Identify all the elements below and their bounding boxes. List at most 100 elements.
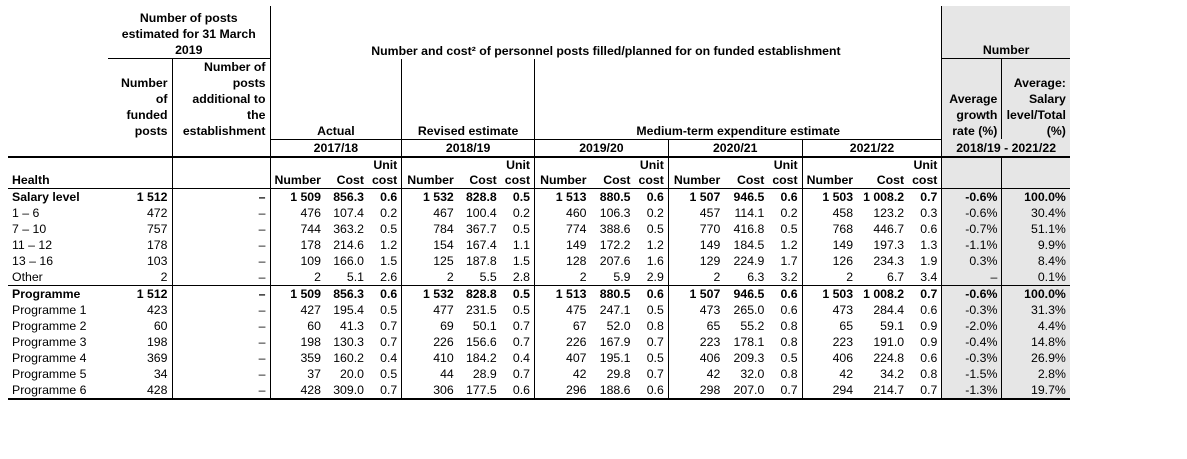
table-cell: 154 [401, 236, 458, 253]
table-cell: -1.1% [941, 236, 1002, 253]
table-cell: 0.6 [367, 187, 402, 205]
table-cell: 298 [667, 381, 725, 400]
table-cell: 416.8 [733, 221, 765, 236]
table-cell: 178 [269, 236, 325, 253]
table-cell: 0.6 [920, 350, 938, 365]
table-cell: 3.4 [920, 269, 938, 284]
period-header: 2018/19 - 2021/22 [941, 139, 1070, 158]
year-2021-22: 2021/22 [801, 139, 942, 158]
col-number: Number [269, 156, 325, 188]
row-label: 1 – 6 [12, 205, 40, 220]
table-cell: 363.2 [333, 221, 364, 236]
table-row: Programme 5 34–37 20.0 0.5 44 28.9 0.7 42 29.8 0.… [8, 365, 1070, 382]
table-cell: -0.6% [941, 284, 1002, 302]
table-cell: – [258, 334, 266, 349]
table-cell: 67 [534, 317, 591, 334]
table-row: 11 – 12 178–178 214.6 1.2 154 167.4 1.1 149 172.… [8, 236, 1070, 253]
table-cell: 1.2 [780, 237, 798, 252]
table-cell: 828.8 [457, 187, 501, 205]
department-label: Health [12, 172, 50, 187]
table-cell: 0.5 [646, 221, 664, 236]
table-cell: 123.2 [873, 205, 905, 220]
table-row: 1 – 6 472–476 107.4 0.2 467 100.4 0.2 460 106.3 0… [8, 204, 1070, 221]
table-cell: 0.6 [768, 284, 803, 302]
table-cell: 0.7 [908, 284, 942, 302]
table-cell: 0.5 [780, 350, 798, 365]
table-cell: 0.7 [367, 381, 402, 400]
table-cell: -0.6% [941, 187, 1002, 205]
table-cell: -2.0% [941, 317, 1002, 334]
table-cell: 296 [534, 381, 591, 400]
col-cost: Cost [336, 172, 364, 187]
table-cell: 187.8 [465, 253, 497, 268]
table-row: Salary level 1 512–1 509 856.3 0.6 1 532 828.… [8, 187, 1070, 205]
row-label: Programme 4 [12, 350, 87, 365]
table-cell: -0.3% [941, 349, 1002, 366]
table-cell: 0.8 [920, 366, 938, 381]
table-cell: 167.9 [599, 334, 631, 349]
table-cell: 149 [667, 236, 725, 253]
table-cell: 309.0 [324, 381, 368, 400]
table-cell: 0.5 [380, 366, 398, 381]
table-cell: 114.1 [734, 205, 765, 220]
col-number: Number [667, 156, 725, 188]
table-cell: 1 512 [108, 284, 173, 302]
table-cell: 1.1 [512, 237, 531, 252]
col-unit-cost: Unit cost [772, 157, 798, 187]
table-cell: 406 [801, 349, 858, 366]
table-cell: 1.9 [920, 253, 938, 268]
number-group-header: Number [941, 6, 1070, 59]
table-cell: 774 [534, 220, 591, 237]
table-cell: 6.3 [747, 269, 765, 284]
table-cell: 149 [801, 236, 858, 253]
posts-estimated-header: Number of posts estimated for 31 March 2… [108, 6, 270, 59]
table-cell: 284.4 [873, 302, 905, 317]
table-cell: 223 [801, 333, 858, 350]
table-cell: 1 509 [269, 187, 325, 205]
table-cell: 423 [108, 301, 173, 318]
table-cell: 0.2 [646, 205, 664, 220]
table-cell: 410 [401, 349, 458, 366]
table-cell: 31.3% [1001, 301, 1070, 318]
table-cell: – [258, 350, 266, 365]
table-cell: -0.7% [941, 220, 1002, 237]
table-cell: 0.5 [500, 284, 535, 302]
table-cell: 160.2 [333, 350, 364, 365]
table-cell: 209.3 [733, 350, 765, 365]
table-cell: 2 [108, 268, 173, 285]
table-cell: 473 [667, 301, 725, 318]
table-cell: 130.3 [333, 334, 364, 349]
table-cell: 247.1 [599, 302, 631, 317]
table-cell: 42 [801, 365, 858, 382]
table-cell: 467 [401, 204, 458, 221]
table-cell: 0.8 [780, 334, 798, 349]
table-cell: 0.8 [780, 366, 798, 381]
table-cell: – [258, 302, 266, 317]
table-row: Programme 3 198–198 130.3 0.7 226 156.6 0.7 226… [8, 333, 1070, 350]
table-cell: 178.1 [733, 334, 765, 349]
table-cell: 428 [269, 381, 325, 400]
col-number: Number [401, 156, 458, 188]
table-cell: 367.7 [465, 221, 497, 236]
table-cell: 856.3 [324, 187, 368, 205]
table-cell: 2 [534, 268, 591, 285]
table-cell: -0.3% [941, 301, 1002, 318]
table-cell: 0.5 [512, 302, 531, 317]
table-cell: 191.0 [873, 334, 905, 349]
table-cell: 103 [108, 252, 173, 269]
row-label: Programme 2 [12, 318, 87, 333]
table-cell: 197.3 [873, 237, 905, 252]
row-label: Programme 6 [8, 381, 108, 400]
table-cell: 1 532 [401, 284, 458, 302]
table-cell: 0.5 [380, 221, 398, 236]
table-cell: 0.2 [380, 205, 398, 220]
table-cell: 8.4% [1001, 252, 1070, 269]
table-cell: 0.6 [780, 302, 798, 317]
table-cell: 126 [801, 252, 858, 269]
table-row: Other 2–2 5.1 2.6 2 5.5 2.8 2 5.9 2.9 2 6.3 3.2 2 6.7 3… [8, 268, 1070, 285]
table-row: Programme 6 428–428 309.0 0.7 306 177.5 0.6 296… [8, 381, 1070, 400]
table-cell: 32.0 [740, 366, 765, 381]
table-cell: 69 [401, 317, 458, 334]
table-cell: 166.0 [333, 253, 364, 268]
table-cell: 65 [667, 317, 725, 334]
